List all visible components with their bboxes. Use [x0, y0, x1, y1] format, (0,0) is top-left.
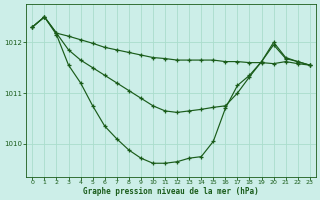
X-axis label: Graphe pression niveau de la mer (hPa): Graphe pression niveau de la mer (hPa): [83, 187, 259, 196]
